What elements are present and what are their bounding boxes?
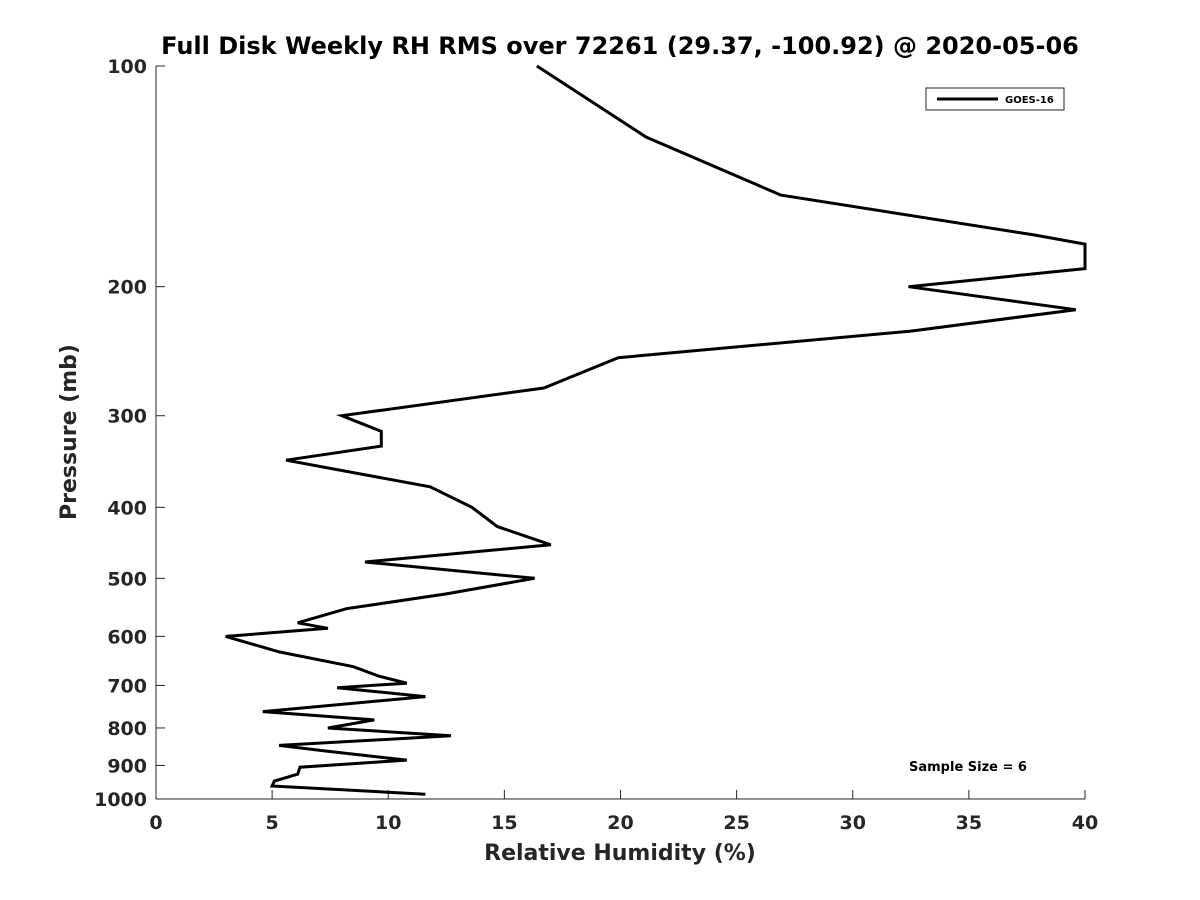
y-ticks: 100 200 300 400 500 600 700 800 900 1000: [94, 56, 165, 811]
x-tick-label: 20: [607, 812, 633, 834]
x-tick-label: 30: [840, 812, 866, 834]
y-axis-label: Pressure (mb): [57, 344, 82, 520]
y-tick-label: 300: [107, 406, 147, 428]
x-axis-label: Relative Humidity (%): [484, 841, 756, 866]
y-tick-label: 800: [107, 718, 147, 740]
x-tick-label: 5: [266, 812, 279, 834]
y-tick-label: 700: [107, 675, 147, 697]
x-tick-label: 15: [491, 812, 517, 834]
y-tick-label: 100: [107, 56, 147, 78]
x-ticks: 0 5 10 15 20 25 30 35 40: [149, 790, 1098, 834]
y-tick-label: 200: [107, 277, 147, 299]
y-tick-label: 400: [107, 497, 147, 519]
x-tick-label: 0: [149, 812, 162, 834]
y-tick-label: 500: [107, 568, 147, 590]
series-group: [225, 64, 1087, 796]
x-tick-label: 35: [956, 812, 982, 834]
y-tick-label: 900: [107, 755, 147, 777]
legend: GOES-16: [925, 87, 1065, 111]
x-tick-label: 25: [723, 812, 749, 834]
series-line-0: [225, 64, 1087, 796]
y-tick-label: 600: [107, 626, 147, 648]
x-tick-label: 10: [375, 812, 401, 834]
chart-title: Full Disk Weekly RH RMS over 72261 (29.3…: [161, 32, 1079, 60]
legend-label: GOES-16: [1005, 95, 1054, 106]
sample-size-annotation: Sample Size = 6: [909, 760, 1027, 775]
y-tick-label: 1000: [94, 789, 147, 811]
x-tick-label: 40: [1072, 812, 1098, 834]
